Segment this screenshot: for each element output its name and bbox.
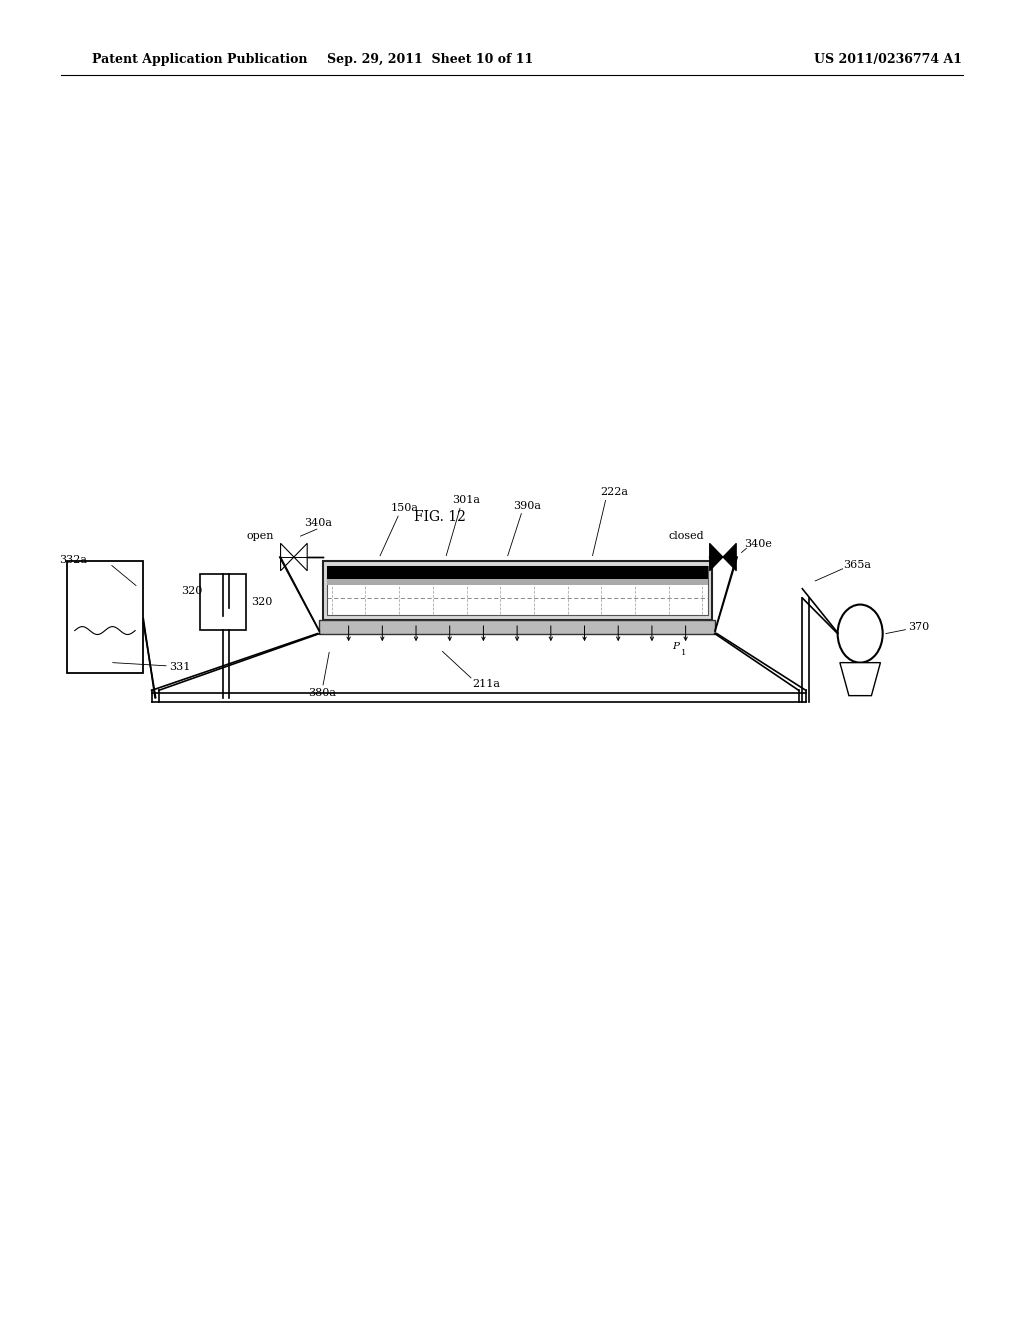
Text: Patent Application Publication: Patent Application Publication (92, 53, 307, 66)
Bar (200, 574, 246, 630)
Polygon shape (840, 663, 881, 696)
Text: US 2011/0236774 A1: US 2011/0236774 A1 (814, 53, 963, 66)
Circle shape (838, 605, 883, 663)
Bar (67, 561, 143, 673)
Text: 320: 320 (181, 586, 203, 597)
Text: 320: 320 (251, 597, 272, 607)
Text: 332a: 332a (59, 554, 87, 565)
Text: 150a: 150a (390, 503, 419, 513)
Bar (327, 566, 708, 579)
Text: FIG. 12: FIG. 12 (415, 511, 466, 524)
Text: 380a: 380a (308, 688, 337, 698)
Bar (323, 561, 712, 620)
Text: 331: 331 (113, 661, 190, 672)
Bar (327, 579, 708, 585)
Text: 370: 370 (886, 622, 930, 634)
Polygon shape (294, 544, 307, 570)
Text: 1: 1 (681, 649, 687, 657)
Text: open: open (247, 531, 273, 541)
Text: 340e: 340e (744, 539, 772, 549)
Text: 301a: 301a (452, 495, 480, 506)
Text: closed: closed (669, 531, 705, 541)
Text: 222a: 222a (600, 487, 629, 498)
Polygon shape (710, 544, 723, 570)
Text: 365a: 365a (844, 560, 871, 570)
Polygon shape (723, 544, 736, 570)
Text: P: P (673, 643, 679, 651)
Text: 211a: 211a (472, 678, 501, 689)
Text: 390a: 390a (513, 500, 542, 511)
Bar (319, 620, 715, 634)
Polygon shape (281, 544, 294, 570)
Text: Sep. 29, 2011  Sheet 10 of 11: Sep. 29, 2011 Sheet 10 of 11 (327, 53, 534, 66)
Bar (327, 566, 708, 615)
Text: 340a: 340a (304, 517, 332, 528)
